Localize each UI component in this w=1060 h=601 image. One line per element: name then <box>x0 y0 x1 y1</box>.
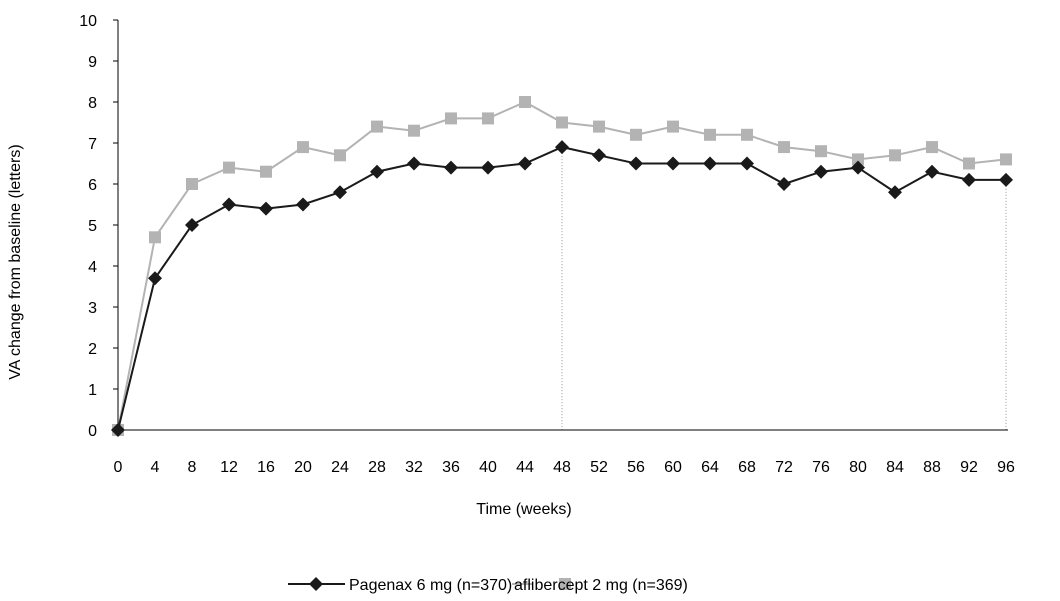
y-axis-ticks: 0 1 2 3 4 5 6 7 8 9 10 <box>79 13 118 440</box>
data-point <box>260 165 272 178</box>
x-tick-label: 60 <box>664 459 682 476</box>
data-point <box>815 145 827 158</box>
y-axis-title: VA change from baseline (letters) <box>7 144 24 379</box>
x-tick-label: 44 <box>516 459 534 476</box>
x-tick-label: 40 <box>479 459 497 476</box>
data-point <box>889 149 901 162</box>
x-tick-label: 48 <box>553 459 571 476</box>
data-point <box>630 128 642 141</box>
data-point <box>1000 153 1012 166</box>
data-point <box>592 148 606 163</box>
x-tick-label: 84 <box>886 459 904 476</box>
x-tick-label: 0 <box>114 459 123 476</box>
y-tick-label: 5 <box>88 218 97 235</box>
data-point <box>445 112 457 125</box>
data-point <box>333 185 347 200</box>
x-tick-label: 20 <box>294 459 312 476</box>
data-point <box>481 160 495 175</box>
x-tick-label: 64 <box>701 459 719 476</box>
x-axis-title: Time (weeks) <box>476 501 571 518</box>
data-point <box>963 157 975 170</box>
series-layer <box>111 96 1013 437</box>
y-tick-label: 1 <box>88 382 97 399</box>
data-point <box>629 156 643 171</box>
y-tick-label: 8 <box>88 95 97 112</box>
data-point <box>556 116 568 129</box>
x-tick-label: 8 <box>188 459 197 476</box>
x-tick-label: 68 <box>738 459 756 476</box>
data-point <box>111 423 125 437</box>
data-point <box>408 124 420 137</box>
data-point <box>334 149 346 162</box>
x-tick-label: 36 <box>442 459 460 476</box>
data-point <box>149 231 161 244</box>
data-point <box>962 172 976 187</box>
data-point <box>925 164 939 179</box>
data-point <box>518 156 532 171</box>
data-point <box>148 271 162 286</box>
data-point <box>444 160 458 175</box>
data-point <box>370 164 384 179</box>
legend-label-pagenax: Pagenax 6 mg (n=370) <box>349 577 512 594</box>
legend: Pagenax 6 mg (n=370) aflibercept 2 mg (n… <box>288 577 688 594</box>
x-tick-label: 28 <box>368 459 386 476</box>
x-tick-label: 88 <box>923 459 941 476</box>
x-tick-label: 4 <box>151 459 160 476</box>
data-point <box>297 141 309 154</box>
data-point <box>814 164 828 179</box>
data-point <box>667 120 679 133</box>
y-tick-label: 6 <box>88 177 97 194</box>
data-point <box>888 185 902 200</box>
data-point <box>740 156 754 171</box>
drop-lines <box>561 147 1007 430</box>
x-tick-label: 16 <box>257 459 275 476</box>
x-tick-label: 24 <box>331 459 349 476</box>
data-point <box>407 156 421 171</box>
x-tick-label: 56 <box>627 459 645 476</box>
x-tick-label: 12 <box>220 459 238 476</box>
y-tick-label: 3 <box>88 300 97 317</box>
x-tick-label: 92 <box>960 459 978 476</box>
data-point <box>555 140 569 155</box>
data-point <box>777 177 791 191</box>
series-aflibercept <box>112 96 1012 436</box>
y-tick-label: 7 <box>88 136 97 153</box>
data-point <box>999 172 1013 187</box>
y-tick-label: 10 <box>79 13 97 30</box>
data-point <box>851 160 865 175</box>
data-point <box>296 197 310 212</box>
x-tick-label: 80 <box>849 459 867 476</box>
y-tick-label: 4 <box>88 259 97 276</box>
legend-marker-pagenax <box>309 577 323 591</box>
legend-marker-aflibercept <box>559 578 571 590</box>
x-axis-ticks: 0 4 8 12 16 20 24 28 32 36 40 44 48 52 56 60 64 68 72 76 80 8… <box>114 459 1015 476</box>
data-point <box>741 128 753 141</box>
legend-label-aflibercept: aflibercept 2 mg (n=369) <box>514 577 688 594</box>
data-point <box>185 218 199 232</box>
data-point <box>926 141 938 154</box>
data-point <box>519 96 531 108</box>
data-point <box>259 201 273 216</box>
x-tick-label: 72 <box>775 459 793 476</box>
data-point <box>593 120 605 133</box>
y-tick-label: 0 <box>88 423 97 440</box>
data-point <box>666 156 680 171</box>
data-point <box>852 153 864 166</box>
data-point <box>482 112 494 125</box>
data-point <box>371 120 383 133</box>
y-tick-label: 9 <box>88 54 97 71</box>
data-point <box>704 128 716 141</box>
data-point <box>222 197 236 212</box>
y-tick-label: 2 <box>88 341 97 358</box>
x-tick-label: 32 <box>405 459 423 476</box>
x-tick-label: 52 <box>590 459 608 476</box>
data-point <box>223 161 235 174</box>
data-point <box>778 141 790 154</box>
data-point <box>186 178 198 190</box>
data-point <box>703 156 717 171</box>
x-tick-label: 76 <box>812 459 830 476</box>
x-tick-label: 96 <box>997 459 1015 476</box>
series-pagenax <box>111 140 1013 437</box>
